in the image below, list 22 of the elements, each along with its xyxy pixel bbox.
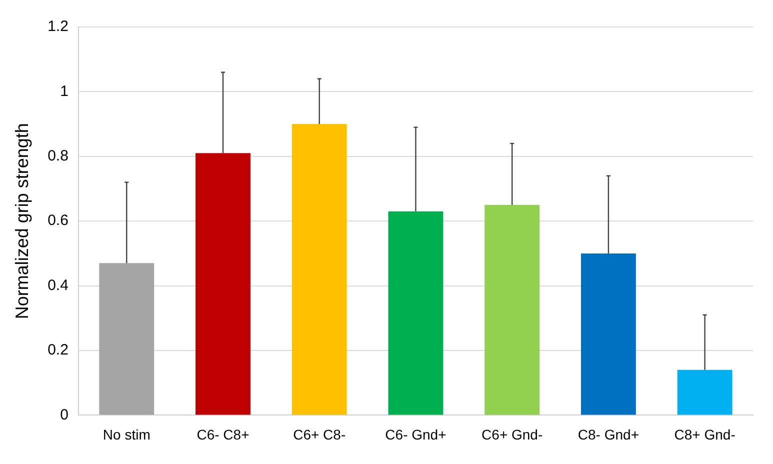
y-tick-label: 1 <box>60 82 68 100</box>
x-tick-label: C6+ Gnd- <box>482 426 543 442</box>
y-tick-label: 0.2 <box>48 342 68 359</box>
y-tick-label: 0.8 <box>48 148 68 165</box>
bar <box>388 211 444 415</box>
y-axis-title: Normalized grip strength <box>12 123 32 320</box>
x-tick-label: C8+ Gnd- <box>674 426 736 442</box>
x-tick-label: C8- Gnd+ <box>578 426 639 442</box>
bar <box>99 263 154 415</box>
x-tick-label: No stim <box>102 426 150 442</box>
x-tick-label: C6- Gnd+ <box>385 426 446 442</box>
x-tick-label: C6+ C8- <box>293 426 346 442</box>
y-tick-label: 1.2 <box>48 18 68 36</box>
bar <box>292 124 347 415</box>
y-tick-label: 0.4 <box>48 276 68 294</box>
bar <box>580 253 636 415</box>
bar <box>677 370 732 415</box>
bar <box>196 153 250 415</box>
bar <box>484 204 540 415</box>
y-tick-label: 0 <box>60 406 68 424</box>
x-tick-label: C6- C8+ <box>196 426 250 442</box>
y-tick-label: 0.6 <box>48 212 68 230</box>
